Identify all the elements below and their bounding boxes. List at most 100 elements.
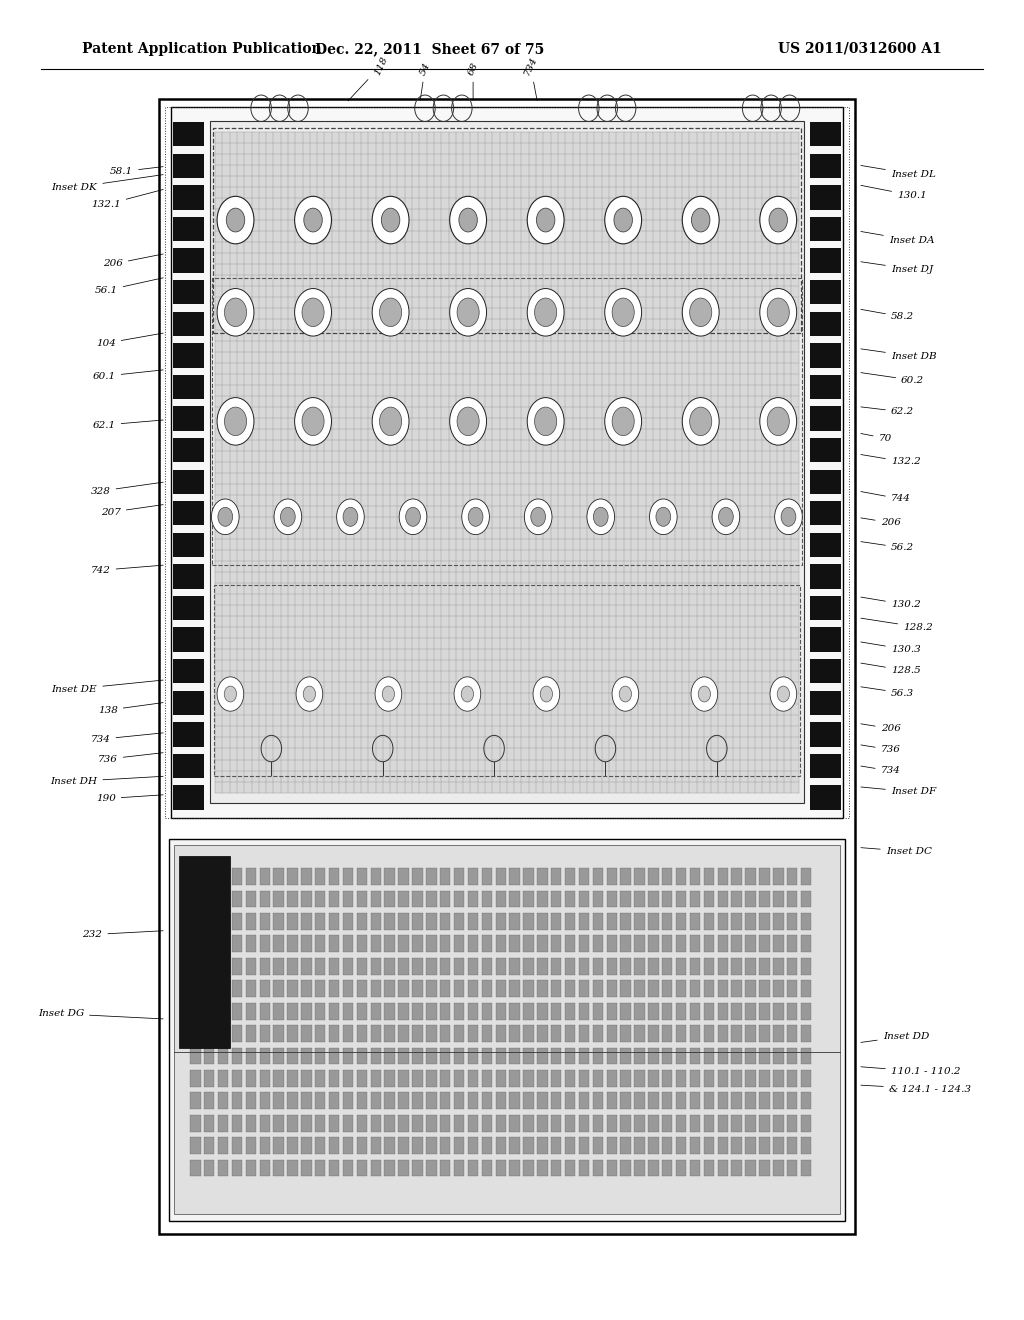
Bar xyxy=(606,891,617,907)
Bar xyxy=(259,1048,270,1064)
Bar xyxy=(413,958,423,974)
Bar xyxy=(259,1003,270,1019)
Bar xyxy=(301,869,311,886)
Bar xyxy=(810,595,841,620)
Bar xyxy=(440,1159,451,1176)
Bar xyxy=(565,981,575,997)
Bar xyxy=(273,1003,284,1019)
Bar xyxy=(801,869,811,886)
Bar xyxy=(718,958,728,974)
Bar xyxy=(468,1048,478,1064)
Bar xyxy=(731,958,742,974)
Circle shape xyxy=(527,197,564,244)
Bar xyxy=(621,913,631,929)
Bar xyxy=(384,1159,395,1176)
Bar xyxy=(759,1093,770,1109)
Circle shape xyxy=(656,507,671,527)
Bar xyxy=(648,1159,658,1176)
Bar xyxy=(593,1159,603,1176)
Bar xyxy=(301,1115,311,1131)
Bar xyxy=(523,891,534,907)
Bar xyxy=(801,891,811,907)
Bar xyxy=(481,1159,493,1176)
Bar xyxy=(426,1048,436,1064)
Bar xyxy=(787,958,798,974)
Bar xyxy=(731,1159,742,1176)
Circle shape xyxy=(375,677,401,711)
Bar xyxy=(315,1026,326,1041)
Bar xyxy=(426,869,436,886)
Bar xyxy=(173,438,204,462)
Bar xyxy=(329,869,339,886)
Circle shape xyxy=(587,499,614,535)
Bar xyxy=(810,533,841,557)
Text: 734: 734 xyxy=(522,54,539,100)
Text: 110.1 - 110.2: 110.1 - 110.2 xyxy=(861,1067,961,1076)
Text: 132.1: 132.1 xyxy=(91,190,163,209)
Bar xyxy=(413,936,423,952)
Bar xyxy=(621,936,631,952)
Bar xyxy=(523,981,534,997)
Bar xyxy=(703,981,714,997)
Bar xyxy=(509,1048,520,1064)
Bar xyxy=(356,869,368,886)
Circle shape xyxy=(767,298,790,326)
Bar xyxy=(259,1071,270,1086)
Bar xyxy=(703,913,714,929)
Bar xyxy=(565,1003,575,1019)
Bar xyxy=(690,1071,700,1086)
Bar xyxy=(538,913,548,929)
Bar xyxy=(496,1093,506,1109)
Text: Inset DB: Inset DB xyxy=(861,348,937,360)
Bar xyxy=(773,1048,783,1064)
Bar xyxy=(648,1048,658,1064)
Bar xyxy=(496,1071,506,1086)
Text: 58.2: 58.2 xyxy=(861,309,914,321)
Circle shape xyxy=(372,289,409,337)
Circle shape xyxy=(691,677,718,711)
Bar xyxy=(384,1026,395,1041)
Bar xyxy=(523,1026,534,1041)
Bar xyxy=(718,1003,728,1019)
Bar xyxy=(663,1115,673,1131)
Bar xyxy=(593,1048,603,1064)
Bar xyxy=(565,1093,575,1109)
Bar xyxy=(273,1115,284,1131)
Circle shape xyxy=(468,507,483,527)
Bar xyxy=(648,958,658,974)
Circle shape xyxy=(612,298,634,326)
Bar xyxy=(621,958,631,974)
Bar xyxy=(190,1137,201,1154)
Bar xyxy=(454,1003,464,1019)
Bar xyxy=(634,1048,645,1064)
Bar xyxy=(731,1137,742,1154)
Bar xyxy=(454,1048,464,1064)
Circle shape xyxy=(530,507,546,527)
Bar xyxy=(273,958,284,974)
Bar xyxy=(787,936,798,952)
Bar xyxy=(315,1137,326,1154)
Bar xyxy=(496,891,506,907)
Bar xyxy=(343,869,353,886)
Bar xyxy=(273,1093,284,1109)
Bar xyxy=(676,1159,686,1176)
Bar xyxy=(718,936,728,952)
Bar xyxy=(384,958,395,974)
Bar xyxy=(259,936,270,952)
Bar xyxy=(246,1093,256,1109)
Bar xyxy=(759,1026,770,1041)
Bar xyxy=(356,1093,368,1109)
Bar xyxy=(384,1003,395,1019)
Bar xyxy=(579,1137,589,1154)
Bar xyxy=(787,913,798,929)
Bar xyxy=(169,838,845,1221)
Bar xyxy=(551,1048,561,1064)
Bar xyxy=(481,1048,493,1064)
Bar xyxy=(509,958,520,974)
Bar xyxy=(593,1026,603,1041)
Bar xyxy=(703,1071,714,1086)
Bar xyxy=(606,1159,617,1176)
Bar xyxy=(801,1093,811,1109)
Bar xyxy=(371,1137,381,1154)
Bar xyxy=(773,981,783,997)
